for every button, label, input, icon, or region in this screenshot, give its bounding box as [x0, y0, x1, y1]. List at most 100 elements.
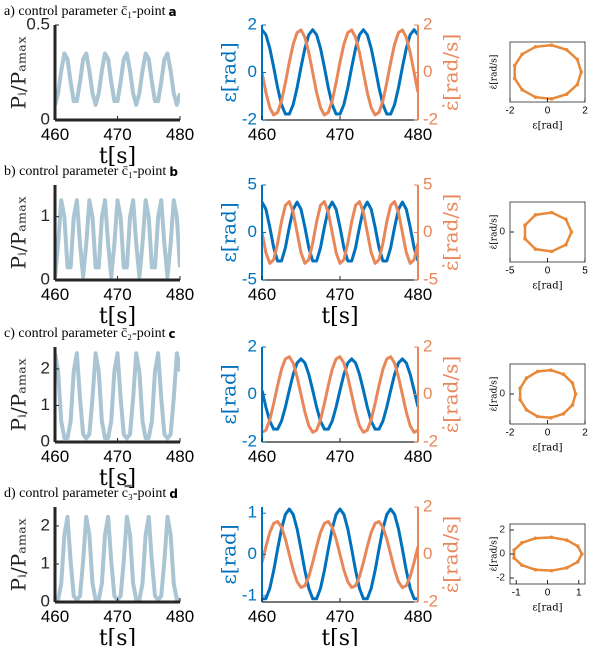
title-text: a) control parameter c̄₁-point: [4, 4, 166, 19]
x-axis-label: t[s]: [99, 626, 136, 646]
x-tick-label: 480: [404, 607, 432, 626]
x-tick-label: 480: [404, 125, 432, 144]
y-tick-label: 2: [499, 525, 505, 536]
phase-point: [533, 567, 538, 572]
plot-area: [55, 51, 180, 107]
y-tick-label: 1: [41, 553, 50, 572]
panel-title: b) control parameter c̄₁-point b: [4, 164, 178, 179]
phase-point: [523, 223, 527, 228]
y-tick-label: 1: [41, 395, 50, 414]
y-axis-label: Pᵢ/Pₐₘₐₓ: [7, 196, 31, 270]
phase-frame: [509, 201, 586, 263]
x-tick-label: 460: [41, 447, 69, 466]
plot-area: [262, 355, 418, 434]
phase-point: [575, 57, 580, 62]
y-tick-label: 0: [248, 62, 257, 81]
y-axis-label: ε̇[rad/s]: [490, 537, 500, 572]
phase-point: [512, 63, 517, 68]
x-tick-label: 480: [404, 447, 432, 466]
phase-point: [564, 92, 569, 96]
y-tick-label: -5: [242, 269, 257, 288]
phase-point: [565, 538, 569, 542]
y-axis-label: ε̇[rad/s]: [490, 55, 500, 90]
phase-point: [520, 52, 524, 56]
phase-point: [565, 566, 569, 570]
y-tick-label: -1: [242, 585, 257, 604]
x-tick-label: 460: [41, 285, 69, 304]
phase-point: [549, 416, 553, 420]
phase-loop: [513, 43, 583, 101]
phase-point: [576, 560, 580, 564]
series-line: [262, 519, 418, 590]
y-tick-label: 0: [499, 389, 505, 400]
y-tick-label: 0: [41, 591, 50, 610]
y-tick-label: 2: [423, 496, 432, 515]
phase-point: [549, 97, 554, 101]
series-line: [55, 351, 180, 441]
phase-point: [549, 210, 554, 215]
x-tick-label: 470: [103, 607, 131, 626]
y-tick-label: 0: [248, 544, 257, 563]
phase-point: [518, 397, 522, 402]
y-tick-label: 2: [41, 515, 50, 534]
y-tick-label: 2: [423, 14, 432, 33]
x-tick-label: 460: [248, 125, 276, 144]
phase-point: [535, 369, 540, 374]
title-point: c: [169, 327, 176, 341]
x-tick-label: 470: [103, 447, 131, 466]
y-tick-label: -2: [496, 573, 505, 584]
phase-point: [533, 95, 538, 99]
phase-point: [535, 414, 540, 419]
y-tick-label: 0: [41, 109, 50, 128]
phase-point: [564, 48, 569, 52]
x-tick-label: 460: [248, 447, 276, 466]
x-tick-label: 0: [545, 106, 551, 117]
x-tick-label: 2: [582, 428, 588, 439]
y-tick-label: -2: [423, 591, 438, 610]
phase-point: [576, 544, 580, 548]
y-tick-label: 1: [248, 503, 257, 522]
plot-area: [262, 507, 418, 601]
phase-point: [523, 236, 527, 241]
phase-point: [533, 45, 538, 49]
series-line: [262, 200, 418, 265]
x-tick-label: 480: [166, 607, 194, 626]
phase-point: [518, 386, 522, 391]
title-text: b) control parameter c̄₁-point: [4, 164, 166, 179]
x-tick-label: 0: [545, 266, 551, 277]
phase-point: [512, 548, 516, 552]
x-tick-label: 480: [166, 285, 194, 304]
x-tick-label: 470: [326, 607, 354, 626]
y-axis-label: ε̇[rad/s]: [490, 377, 500, 412]
x-tick-label: 470: [103, 125, 131, 144]
x-axis-label: ε[rad]: [532, 443, 562, 454]
panel-title: d) control parameter c̿₃-point d: [4, 485, 178, 501]
y-tick-label: 5: [423, 174, 432, 193]
phase-loop: [523, 211, 573, 253]
y-tick-label: 0: [41, 431, 50, 450]
y2-axis-label: ε̇[rad/s]: [439, 516, 463, 593]
phase-point: [533, 247, 538, 251]
x-axis-label: t[s]: [321, 626, 358, 646]
y-tick-label: 0: [499, 227, 505, 238]
phase-point: [549, 535, 554, 540]
x-tick-label: 480: [166, 125, 194, 144]
x-tick-label: 480: [166, 447, 194, 466]
phase-frame: [509, 41, 586, 103]
title-text: d) control parameter c̿₃-point: [4, 485, 166, 501]
x-axis-label: t[s]: [99, 466, 136, 491]
plot-area: [262, 200, 418, 265]
x-tick-label: 460: [248, 285, 276, 304]
x-tick-label: 460: [41, 607, 69, 626]
y-axis-label: ε[rad]: [217, 42, 241, 102]
title-text: c) control parameter c̄₂-point: [4, 326, 166, 341]
x-tick-label: 470: [326, 447, 354, 466]
title-point: a: [169, 5, 177, 19]
title-point: b: [169, 165, 178, 179]
y-tick-label: 0: [423, 544, 432, 563]
y-tick-label: -2: [242, 109, 257, 128]
panel-title: c) control parameter c̄₂-point c: [4, 326, 176, 341]
phase-point: [573, 392, 578, 396]
y-tick-label: -2: [423, 109, 438, 128]
x-tick-label: 0: [545, 428, 551, 439]
